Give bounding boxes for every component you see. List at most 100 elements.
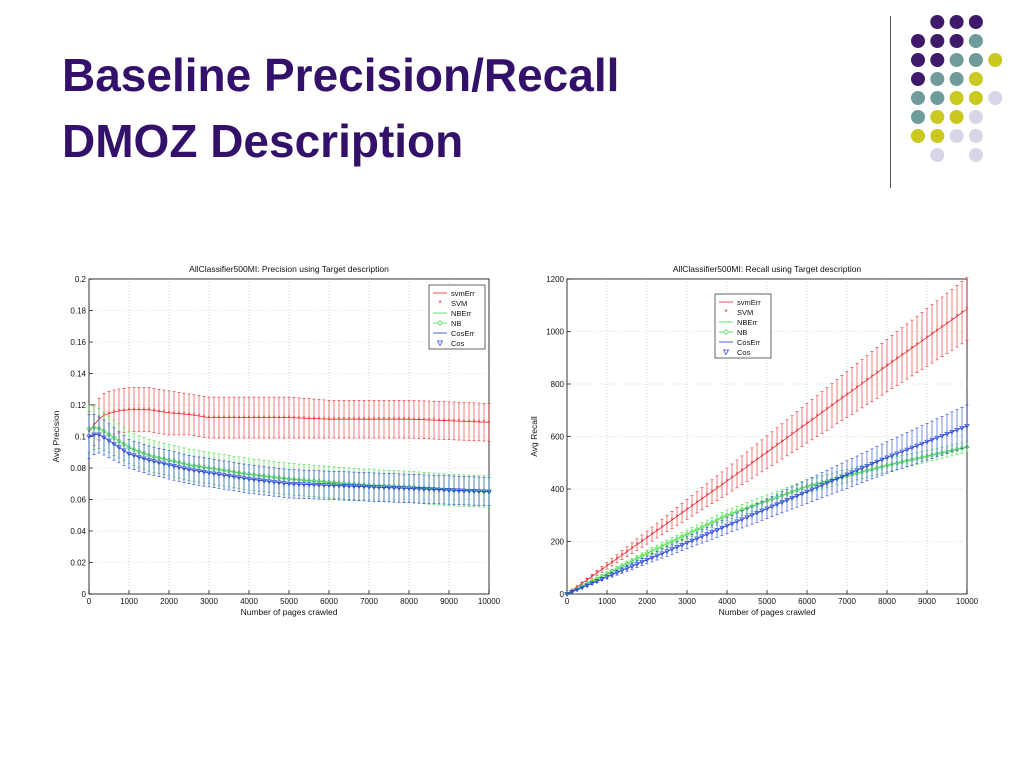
- data-point: *: [591, 574, 594, 581]
- data-point: [281, 481, 287, 486]
- data-point: [256, 478, 262, 484]
- decor-dot: [949, 129, 964, 143]
- data-point: [116, 445, 122, 451]
- data-point: [934, 435, 940, 441]
- data-point: *: [333, 417, 336, 424]
- decor-dot: [968, 34, 983, 48]
- data-point: [131, 453, 137, 459]
- data-point: [589, 581, 595, 587]
- data-point: *: [213, 415, 216, 422]
- data-point: [804, 489, 810, 495]
- data-point: [619, 568, 625, 574]
- data-point: [844, 472, 850, 478]
- data-point: [954, 428, 960, 433]
- data-point: *: [133, 407, 136, 414]
- data-point: *: [861, 381, 864, 388]
- x-tick-label: 4000: [240, 597, 258, 606]
- data-point: [411, 486, 417, 492]
- data-point: *: [956, 314, 959, 321]
- data-point: *: [113, 410, 116, 417]
- data-point: [196, 469, 202, 474]
- data-point: *: [821, 410, 824, 417]
- decor-dot: [949, 91, 964, 105]
- data-point: *: [323, 416, 326, 423]
- data-point: [654, 553, 660, 559]
- data-point: *: [348, 417, 351, 424]
- data-point: [644, 557, 650, 563]
- data-point: [924, 439, 930, 445]
- data-point: *: [901, 353, 904, 360]
- data-point: [814, 485, 820, 491]
- data-point: *: [806, 421, 809, 428]
- data-point: *: [153, 408, 156, 415]
- data-point: *: [268, 415, 271, 422]
- data-point: [704, 532, 710, 538]
- data-point: *: [676, 514, 679, 521]
- y-tick-label: 800: [551, 380, 565, 389]
- data-point: [784, 498, 790, 503]
- data-point: *: [343, 417, 346, 424]
- decor-dot: [968, 110, 983, 124]
- data-point: [689, 529, 695, 535]
- data-point: [106, 438, 112, 444]
- data-point: *: [363, 417, 366, 424]
- data-point: [614, 570, 620, 576]
- chart-title: AllClassifier500MI: Precision using Targ…: [189, 264, 389, 274]
- data-point: *: [473, 419, 476, 426]
- data-point: [919, 441, 925, 447]
- series-cos: [86, 414, 492, 507]
- x-tick-label: 9000: [918, 597, 936, 606]
- data-point: [361, 484, 367, 490]
- data-point: [406, 486, 412, 492]
- data-point: [181, 466, 187, 472]
- data-point: *: [811, 417, 814, 424]
- data-point: *: [453, 418, 456, 425]
- x-tick-label: 7000: [360, 597, 378, 606]
- decor-dot: [949, 34, 964, 48]
- data-point: [899, 449, 905, 455]
- data-point: [669, 538, 675, 545]
- data-point: [674, 545, 680, 550]
- data-point: [386, 485, 392, 491]
- data-point: [166, 462, 172, 468]
- data-point: *: [148, 407, 151, 414]
- legend-box: [714, 293, 772, 359]
- data-point: [346, 484, 352, 489]
- decor-dot: [968, 15, 983, 29]
- data-point: *: [711, 489, 714, 496]
- x-tick-label: 10000: [478, 597, 501, 606]
- data-point: *: [761, 453, 764, 460]
- data-point: *: [128, 407, 131, 414]
- data-point: *: [816, 414, 819, 421]
- data-point: [301, 482, 307, 488]
- data-point: [964, 424, 970, 429]
- data-point: [594, 579, 600, 585]
- decor-dot: [968, 148, 983, 162]
- data-point: [311, 482, 317, 488]
- series-cos: [564, 404, 970, 597]
- legend-label: svmErr: [737, 298, 761, 307]
- data-point: [431, 487, 437, 493]
- data-point: [789, 496, 795, 501]
- data-point: [749, 513, 755, 518]
- data-point: [226, 473, 232, 479]
- data-point: *: [716, 486, 719, 493]
- data-point: [874, 459, 880, 465]
- data-point: *: [611, 560, 614, 567]
- data-point: [121, 448, 127, 454]
- data-point: *: [373, 417, 376, 424]
- data-point: [724, 512, 730, 518]
- data-point: [426, 487, 432, 493]
- data-point: *: [646, 535, 649, 542]
- y-tick-label: 0.08: [70, 464, 86, 473]
- data-point: *: [771, 446, 774, 453]
- data-point: [126, 451, 132, 457]
- data-point: [704, 522, 710, 528]
- data-point: [824, 481, 830, 486]
- data-point: *: [298, 415, 301, 422]
- data-point: *: [163, 410, 166, 417]
- data-point: [954, 446, 960, 452]
- data-point: *: [178, 411, 181, 418]
- data-point: [889, 453, 895, 459]
